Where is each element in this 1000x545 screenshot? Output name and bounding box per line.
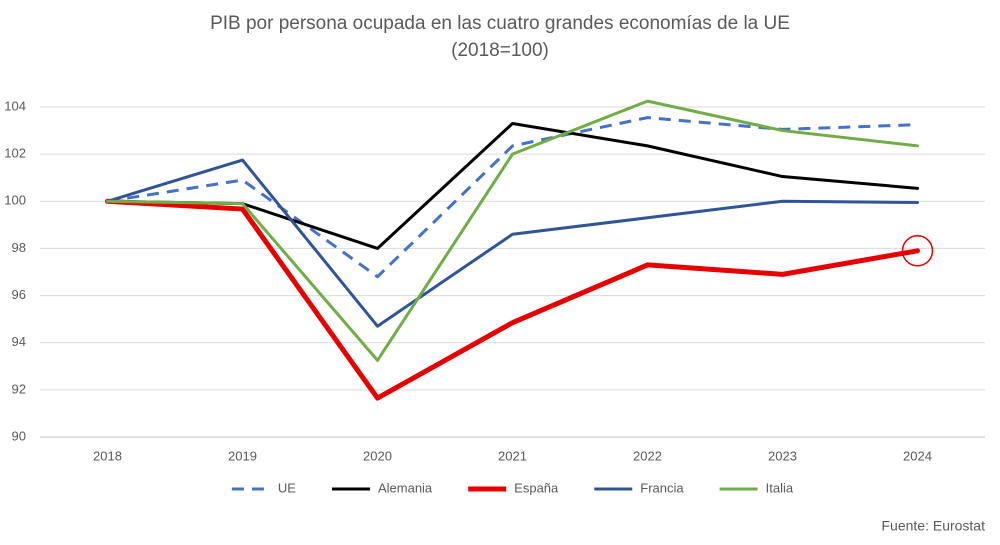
legend-label: España xyxy=(514,480,559,495)
legend-label: Alemania xyxy=(378,480,433,495)
chart-title: PIB por persona ocupada en las cuatro gr… xyxy=(210,13,790,34)
y-tick-label: 94 xyxy=(12,334,26,349)
y-tick-label: 100 xyxy=(4,193,26,208)
x-tick-label: 2022 xyxy=(633,448,662,463)
series-line xyxy=(105,198,920,401)
chart-subtitle: (2018=100) xyxy=(451,40,549,61)
x-tick-label: 2024 xyxy=(903,448,932,463)
legend-label: Francia xyxy=(640,480,684,495)
x-tick-label: 2020 xyxy=(363,448,392,463)
y-tick-label: 90 xyxy=(12,428,26,443)
y-tick-label: 102 xyxy=(4,146,26,161)
x-tick-label: 2021 xyxy=(498,448,527,463)
source-note: Fuente: Eurostat xyxy=(881,518,985,534)
highlight-circle xyxy=(901,235,934,267)
x-tick-label: 2023 xyxy=(768,448,797,463)
legend-label: Italia xyxy=(766,480,794,495)
series-line xyxy=(106,99,919,362)
x-tick-label: 2018 xyxy=(93,448,122,463)
y-tick-label: 98 xyxy=(12,240,26,255)
y-tick-label: 104 xyxy=(4,98,26,113)
y-tick-label: 96 xyxy=(12,287,26,302)
x-tick-label: 2019 xyxy=(228,448,257,463)
series-line xyxy=(106,158,919,328)
legend-label: UE xyxy=(278,480,296,495)
y-tick-label: 92 xyxy=(12,381,26,396)
